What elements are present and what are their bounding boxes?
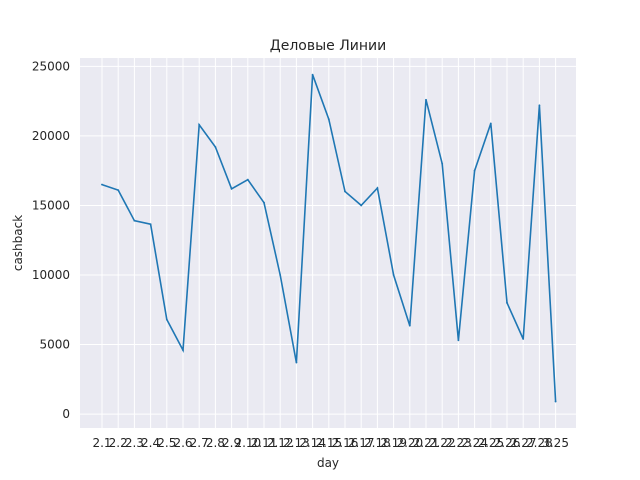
data-point <box>376 187 379 189</box>
x-tick-label: 2.15 <box>315 436 342 450</box>
data-point <box>214 146 217 148</box>
x-tick-label: 2.13 <box>283 436 310 450</box>
data-point <box>246 178 249 181</box>
data-point <box>117 189 120 192</box>
grid <box>80 58 576 428</box>
data-point <box>360 204 363 207</box>
y-tick-label: 15000 <box>32 198 70 212</box>
x-tick-label: 2.23 <box>445 436 472 450</box>
y-tick-label: 10000 <box>32 268 70 282</box>
data-point <box>133 219 136 222</box>
x-tick-label: 2.17 <box>348 436 375 450</box>
x-tick-label: 2.8 <box>206 436 225 450</box>
x-tick-label: 2.22 <box>429 436 456 450</box>
data-point <box>101 183 103 186</box>
chart-title: Деловые Линии <box>270 38 386 54</box>
x-tick-label: 2.16 <box>332 436 359 450</box>
x-tick-label: 2.7 <box>190 436 209 450</box>
x-tick-label: 2.11 <box>251 436 278 450</box>
x-tick-label: 2.27 <box>510 436 537 450</box>
x-tick-label: 2.25 <box>477 436 504 450</box>
data-point <box>279 274 282 276</box>
data-point <box>538 104 541 107</box>
data-point <box>425 98 427 101</box>
x-tick-label: 2.3 <box>125 436 144 450</box>
x-tick-label: 2.20 <box>396 436 423 450</box>
data-point <box>182 349 184 352</box>
x-axis-label: day <box>317 456 339 470</box>
x-tick-label: 2.21 <box>413 436 440 450</box>
x-tick-label: 2.9 <box>222 436 241 450</box>
x-tick-label: 2.14 <box>299 436 326 450</box>
y-tick-label: 0 <box>62 407 70 421</box>
x-tick-label: 2.18 <box>364 436 391 450</box>
x-tick-label: 2.4 <box>141 436 160 450</box>
y-axis-label: cashback <box>11 215 25 271</box>
data-point <box>327 118 330 121</box>
x-tick-label: 2.28 <box>526 436 553 450</box>
x-tick-labels: 2.12.22.32.42.52.62.72.82.92.102.112.122… <box>92 436 569 450</box>
y-tick-label: 25000 <box>32 59 70 73</box>
y-tick-label: 20000 <box>32 129 70 143</box>
x-tick-label: 3.25 <box>542 436 569 450</box>
x-tick-label: 2.1 <box>92 436 111 450</box>
x-tick-label: 2.10 <box>234 436 261 450</box>
x-tick-label: 2.19 <box>380 436 407 450</box>
data-point <box>295 361 298 364</box>
data-point <box>473 169 476 172</box>
x-tick-label: 2.6 <box>173 436 192 450</box>
data-points <box>101 73 557 403</box>
x-tick-label: 2.12 <box>267 436 294 450</box>
data-point <box>441 162 444 165</box>
data-point <box>263 201 265 204</box>
data-point <box>344 190 346 193</box>
x-tick-label: 2.2 <box>109 436 128 450</box>
x-tick-label: 2.26 <box>494 436 521 450</box>
data-point <box>457 339 460 342</box>
x-tick-label: 2.5 <box>157 436 176 450</box>
data-point <box>165 318 168 321</box>
data-point <box>408 324 411 327</box>
data-point <box>149 223 152 226</box>
plot-background <box>80 58 576 428</box>
x-tick-label: 2.24 <box>461 436 488 450</box>
data-point <box>506 301 508 304</box>
y-tick-labels: 0 5000 10000 15000 20000 25000 <box>32 59 70 421</box>
data-point <box>311 73 314 76</box>
data-point <box>522 338 525 340</box>
data-point <box>489 122 492 125</box>
y-tick-label: 5000 <box>39 338 70 352</box>
data-point <box>554 400 557 403</box>
data-point <box>198 123 201 126</box>
data-point <box>230 187 233 190</box>
data-point <box>392 274 395 276</box>
